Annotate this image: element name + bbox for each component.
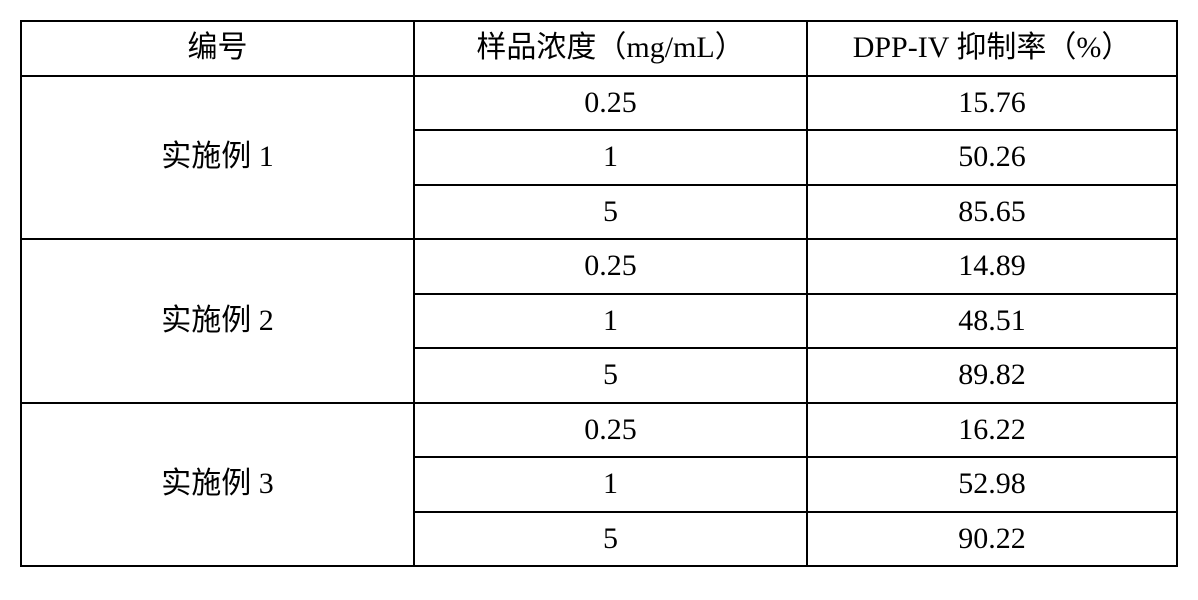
concentration-cell: 0.25 <box>414 76 807 131</box>
concentration-cell: 1 <box>414 294 807 349</box>
table-row: 实施例 1 0.25 15.76 <box>21 76 1177 131</box>
concentration-cell: 5 <box>414 185 807 240</box>
col-header-id: 编号 <box>21 21 414 76</box>
concentration-cell: 5 <box>414 512 807 567</box>
col-header-concentration: 样品浓度（mg/mL） <box>414 21 807 76</box>
table-header-row: 编号 样品浓度（mg/mL） DPP-IV 抑制率（%） <box>21 21 1177 76</box>
concentration-cell: 1 <box>414 130 807 185</box>
dpp-iv-inhibition-table: 编号 样品浓度（mg/mL） DPP-IV 抑制率（%） 实施例 1 0.25 … <box>20 20 1178 567</box>
concentration-cell: 0.25 <box>414 239 807 294</box>
inhibition-cell: 50.26 <box>807 130 1177 185</box>
inhibition-cell: 89.82 <box>807 348 1177 403</box>
table-row: 实施例 2 0.25 14.89 <box>21 239 1177 294</box>
inhibition-cell: 48.51 <box>807 294 1177 349</box>
group-label-cell: 实施例 2 <box>21 239 414 403</box>
table-row: 实施例 3 0.25 16.22 <box>21 403 1177 458</box>
concentration-cell: 0.25 <box>414 403 807 458</box>
group-label-cell: 实施例 1 <box>21 76 414 240</box>
inhibition-cell: 14.89 <box>807 239 1177 294</box>
concentration-cell: 5 <box>414 348 807 403</box>
group-label-cell: 实施例 3 <box>21 403 414 567</box>
inhibition-cell: 15.76 <box>807 76 1177 131</box>
inhibition-cell: 52.98 <box>807 457 1177 512</box>
data-table-container: 编号 样品浓度（mg/mL） DPP-IV 抑制率（%） 实施例 1 0.25 … <box>20 20 1178 567</box>
inhibition-cell: 90.22 <box>807 512 1177 567</box>
inhibition-cell: 16.22 <box>807 403 1177 458</box>
concentration-cell: 1 <box>414 457 807 512</box>
inhibition-cell: 85.65 <box>807 185 1177 240</box>
col-header-inhibition: DPP-IV 抑制率（%） <box>807 21 1177 76</box>
